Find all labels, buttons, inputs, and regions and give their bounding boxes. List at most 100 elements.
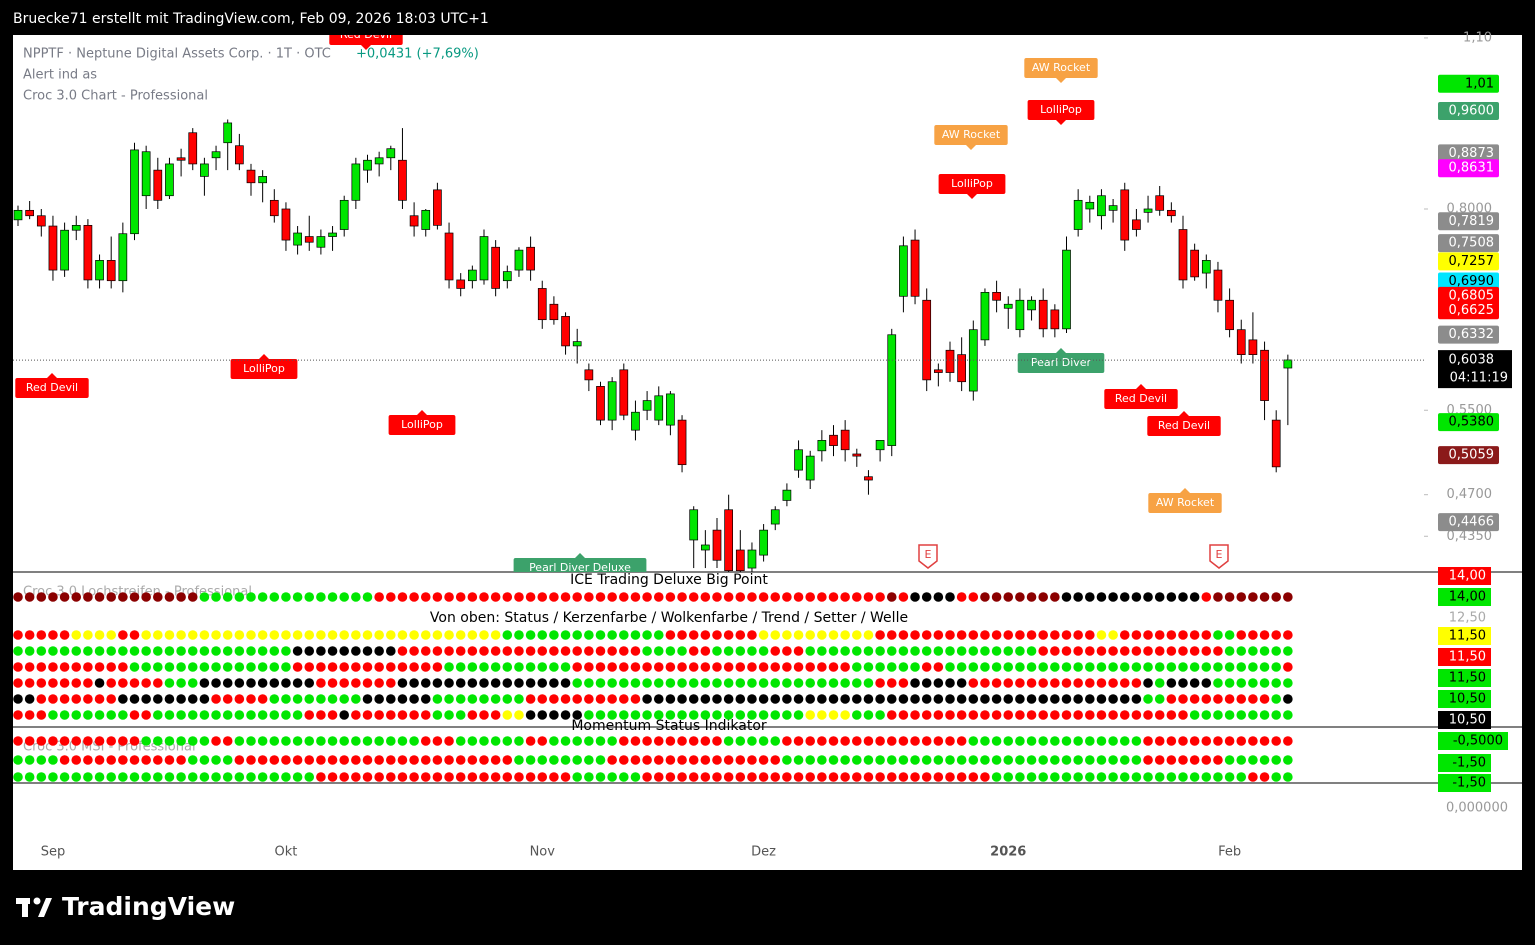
status-dot	[106, 736, 116, 746]
status-dot	[1003, 755, 1014, 765]
status-dot	[875, 646, 885, 656]
status-dot	[36, 772, 47, 782]
status-dot	[584, 755, 594, 765]
status-dot	[537, 630, 548, 640]
status-dot	[1131, 646, 1142, 656]
status-dot	[828, 755, 839, 765]
candle-body	[1166, 209, 1176, 217]
status-dot	[36, 736, 47, 746]
status-dot	[234, 592, 245, 602]
candle-body	[456, 279, 466, 289]
candle-body	[549, 303, 559, 321]
status-dot	[665, 592, 676, 602]
status-dot	[339, 662, 350, 672]
status-dot	[560, 630, 571, 640]
status-dot	[1003, 592, 1014, 602]
status-dot	[886, 755, 897, 765]
status-dot	[327, 592, 338, 602]
status-dot	[1154, 662, 1165, 672]
candle-body	[258, 176, 267, 184]
status-dot	[234, 646, 245, 656]
status-dot	[1154, 678, 1165, 688]
status-dot	[688, 755, 699, 765]
status-dot	[525, 646, 536, 656]
status-dot	[782, 678, 792, 688]
status-dot	[1271, 678, 1281, 688]
status-dot	[455, 772, 466, 782]
candle-body	[211, 151, 221, 159]
status-dot	[1166, 710, 1177, 720]
status-dot	[222, 646, 233, 656]
status-dot	[1259, 772, 1270, 782]
status-dot	[1224, 646, 1235, 656]
status-dot	[700, 710, 711, 720]
status-dot	[956, 630, 967, 640]
status-dot	[362, 710, 373, 720]
status-dot	[840, 646, 850, 656]
status-dot	[980, 630, 990, 640]
status-dot	[665, 772, 676, 782]
price-label: 0,7819	[1449, 214, 1495, 229]
status-dot	[712, 736, 722, 746]
legend-line: Croc 3.0 Chart - Professional	[23, 89, 208, 104]
signal-box	[1024, 58, 1098, 78]
candle-body	[479, 236, 489, 281]
status-dot	[572, 772, 582, 782]
status-dot	[1119, 646, 1130, 656]
signal-box	[1147, 416, 1221, 436]
status-dot	[805, 710, 815, 720]
status-dot	[246, 710, 256, 720]
candle-body	[607, 381, 617, 421]
status-dot	[24, 678, 35, 688]
status-dot	[921, 694, 932, 704]
status-dot	[153, 710, 163, 720]
status-dot	[164, 736, 175, 746]
candle-body	[95, 260, 104, 281]
status-dot	[420, 772, 431, 782]
status-dot	[187, 678, 198, 688]
signal-label: Pearl Diver	[1031, 356, 1092, 369]
status-dot	[1050, 772, 1060, 782]
status-dot	[852, 710, 862, 720]
candle-body	[118, 233, 128, 282]
status-dot	[723, 694, 734, 704]
header: Bruecke71 erstellt mit TradingView.com, …	[13, 11, 489, 27]
status-dot	[257, 592, 268, 602]
status-dot	[898, 646, 909, 656]
status-dot	[316, 662, 326, 672]
status-dot	[420, 592, 431, 602]
candle-body	[491, 246, 500, 289]
status-dot	[211, 646, 221, 656]
status-dot	[1189, 710, 1200, 720]
status-dot	[549, 772, 559, 782]
status-dot	[700, 630, 711, 640]
status-dot	[432, 736, 443, 746]
price-label: 0,6625	[1449, 303, 1495, 318]
status-dot	[537, 772, 548, 782]
status-dot	[665, 755, 676, 765]
status-dot	[1143, 592, 1153, 602]
status-dot	[118, 678, 128, 688]
status-dot	[619, 772, 629, 782]
status-dot	[234, 772, 245, 782]
status-dot	[723, 710, 734, 720]
price-label-box	[1438, 513, 1499, 532]
status-dot	[1003, 710, 1014, 720]
status-dot	[281, 694, 291, 704]
status-dot	[1108, 646, 1118, 656]
status-dot	[723, 630, 734, 640]
candle-body	[584, 369, 594, 381]
status-dot	[467, 710, 478, 720]
status-dot	[118, 646, 128, 656]
status-dot	[1154, 736, 1165, 746]
status-dot	[1038, 646, 1048, 656]
status-dot	[619, 678, 629, 688]
candle-body	[200, 163, 209, 177]
status-dot	[910, 646, 920, 656]
status-dot	[828, 678, 839, 688]
status-dot	[991, 678, 1002, 688]
status-dot	[1003, 736, 1014, 746]
status-dot	[1248, 772, 1258, 782]
status-dot	[455, 592, 466, 602]
price-label-box	[1438, 74, 1499, 93]
